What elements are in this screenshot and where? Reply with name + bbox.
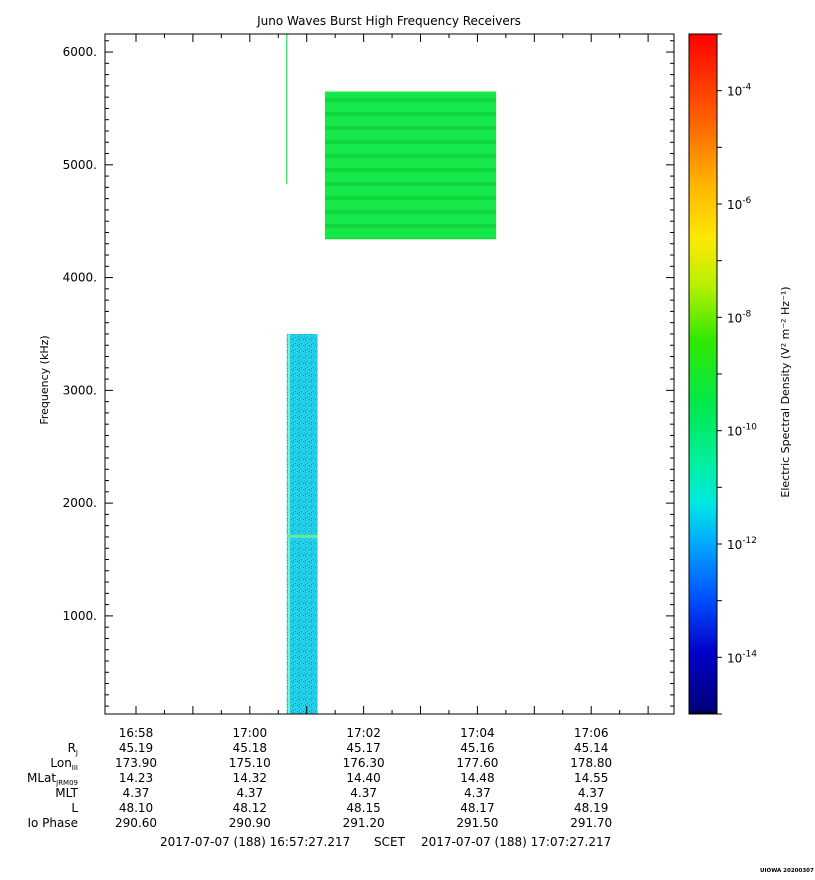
- colorbar-tick-label: 10-10: [727, 423, 757, 439]
- ephemeris-value: 45.14: [574, 741, 608, 755]
- ephemeris-value: 290.90: [229, 816, 271, 830]
- y-tick-label: 4000.: [63, 271, 97, 285]
- x-tick-label: 17:04: [460, 726, 495, 740]
- ephemeris-label: Io Phase: [27, 816, 78, 830]
- chart-title: Juno Waves Burst High Frequency Receiver…: [256, 14, 521, 28]
- colorbar-tick-label: 10-8: [727, 309, 752, 325]
- ephemeris-value: 14.48: [460, 771, 494, 785]
- spectrogram-data: [286, 34, 497, 714]
- x-tick-label: 17:00: [233, 726, 268, 740]
- ephemeris-value: 14.40: [346, 771, 380, 785]
- spectral-block: [324, 91, 497, 240]
- y-axis: 1000. 2000. 3000. 4000. 5000. 6000.: [63, 40, 674, 707]
- x-tick-label: 17:06: [574, 726, 609, 740]
- ephemeris-value: 4.37: [578, 786, 605, 800]
- colorbar-tick-label: 10-6: [727, 196, 752, 212]
- ephemeris-label: MLatJRM09: [27, 771, 78, 787]
- ephemeris-value: 45.19: [119, 741, 153, 755]
- ephemeris-label: L: [71, 801, 78, 815]
- colorbar-tick-label: 10-12: [727, 536, 757, 552]
- ephemeris-value: 14.55: [574, 771, 608, 785]
- colorbar-tick-label: 10-14: [727, 649, 757, 665]
- ephemeris-label: MLT: [55, 786, 78, 800]
- time-range-end: 2017-07-07 (188) 17:07:27.217: [421, 835, 611, 849]
- y-tick-label: 2000.: [63, 496, 97, 510]
- y-tick-label: 5000.: [63, 158, 97, 172]
- ephemeris-value: 177.60: [456, 756, 498, 770]
- x-tick-label: 17:02: [346, 726, 381, 740]
- spectral-edge: [287, 333, 290, 714]
- y-tick-label: 1000.: [63, 609, 97, 623]
- ephemeris-value: 48.19: [574, 801, 608, 815]
- colorbar-label: Electric Spectral Density (V² m⁻² Hz⁻¹): [779, 286, 792, 497]
- ephemeris-value: 4.37: [464, 786, 491, 800]
- ephemeris-label: RJ: [68, 741, 78, 757]
- ephemeris-value: 4.37: [350, 786, 377, 800]
- ephemeris-value: 48.10: [119, 801, 153, 815]
- plot-frame: [104, 33, 675, 715]
- ephemeris-value: 48.12: [233, 801, 267, 815]
- colorbar-tick-label: 10-4: [727, 83, 752, 99]
- y-tick-label: 6000.: [63, 45, 97, 59]
- ephemeris-value: 45.17: [346, 741, 380, 755]
- colorbar-ticks: 10-4 10-6 10-8 10-10 10-12 10-14: [717, 33, 757, 715]
- ephemeris-value: 178.80: [570, 756, 612, 770]
- time-range-label: SCET: [374, 835, 406, 849]
- x-axis: 16:58 17:00 17:02 17:04 17:06: [119, 34, 649, 740]
- ephemeris-value: 291.70: [570, 816, 612, 830]
- ephemeris-value: 48.17: [460, 801, 494, 815]
- spectral-block: [286, 333, 318, 714]
- spectral-streak: [286, 534, 318, 538]
- ephemeris-value: 45.18: [233, 741, 267, 755]
- ephemeris-label: LonIII: [50, 756, 78, 772]
- ephemeris-value: 4.37: [236, 786, 263, 800]
- x-tick-label: 16:58: [119, 726, 154, 740]
- ephemeris-value: 291.20: [343, 816, 385, 830]
- spectral-block: [286, 34, 288, 184]
- ephemeris-value: 45.16: [460, 741, 494, 755]
- credit-stamp: UIOWA 20200307: [760, 868, 814, 874]
- ephemeris-value: 290.60: [115, 816, 157, 830]
- time-range-start: 2017-07-07 (188) 16:57:27.217: [160, 835, 350, 849]
- ephemeris-value: 175.10: [229, 756, 271, 770]
- ephemeris-value: 173.90: [115, 756, 157, 770]
- ephemeris-value: 14.23: [119, 771, 153, 785]
- ephemeris-value: 14.32: [233, 771, 267, 785]
- y-axis-label: Frequency (kHz): [38, 335, 51, 424]
- ephemeris-value: 48.15: [346, 801, 380, 815]
- ephemeris-value: 4.37: [123, 786, 150, 800]
- ephemeris-value: 291.50: [456, 816, 498, 830]
- ephemeris-value: 176.30: [343, 756, 385, 770]
- colorbar: [688, 33, 718, 715]
- y-tick-label: 3000.: [63, 383, 97, 397]
